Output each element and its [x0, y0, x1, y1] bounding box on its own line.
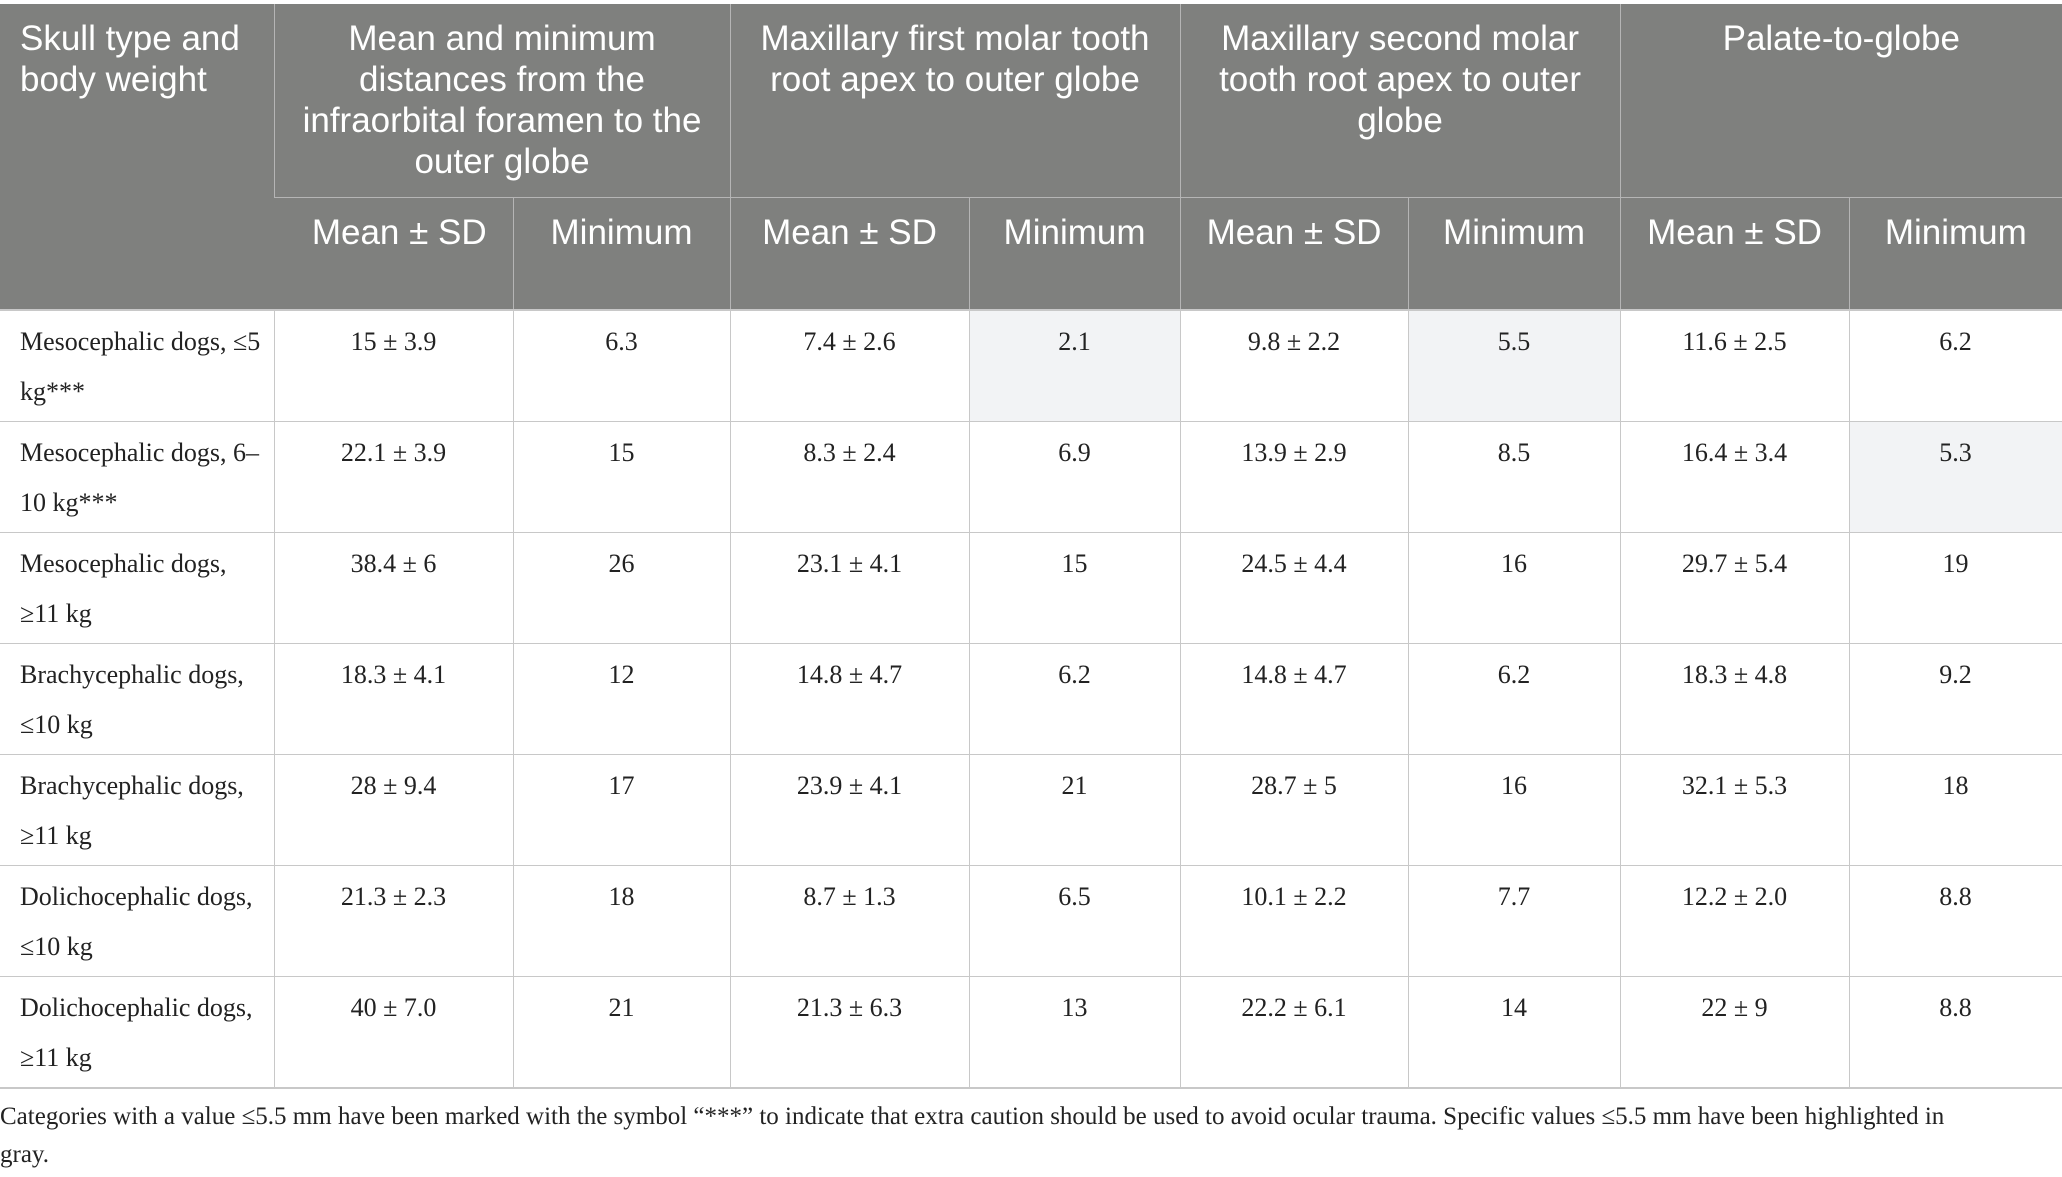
cell-minimum: 8.5 — [1407, 421, 1621, 533]
cell-minimum: 6.2 — [968, 643, 1181, 755]
cell-minimum: 5.5 — [1407, 309, 1621, 422]
header-palate: Palate-to-globe — [1619, 4, 2062, 198]
cell-mean-sd: 14.8 ± 4.7 — [729, 643, 970, 755]
subheader-minimum: Minimum — [512, 197, 731, 310]
cell-mean-sd: 22.2 ± 6.1 — [1179, 976, 1409, 1089]
subheader-mean-sd: Mean ± SD — [1179, 197, 1409, 310]
cell-mean-sd: 16.4 ± 3.4 — [1619, 421, 1850, 533]
data-table: Skull type and body weight Mean and mini… — [0, 4, 2062, 1089]
subheader-mean-sd: Mean ± SD — [1619, 197, 1850, 310]
cell-minimum: 17 — [512, 754, 731, 866]
row-label: Dolichocephalic dogs, ≤10 kg — [0, 865, 275, 977]
cell-minimum: 13 — [968, 976, 1181, 1089]
row-label: Mesocephalic dogs, ≤5 kg*** — [0, 309, 275, 422]
cell-minimum: 8.8 — [1848, 976, 2062, 1089]
cell-mean-sd: 10.1 ± 2.2 — [1179, 865, 1409, 977]
header-second-molar: Maxillary second molar tooth root apex t… — [1179, 4, 1621, 198]
cell-minimum: 6.9 — [968, 421, 1181, 533]
cell-minimum: 16 — [1407, 754, 1621, 866]
cell-minimum: 21 — [968, 754, 1181, 866]
cell-minimum: 5.3 — [1848, 421, 2062, 533]
footnote: Categories with a value ≤5.5 mm have bee… — [0, 1103, 1945, 1168]
cell-minimum: 26 — [512, 532, 731, 644]
cell-minimum: 14 — [1407, 976, 1621, 1089]
cell-minimum: 6.2 — [1848, 309, 2062, 422]
cell-mean-sd: 29.7 ± 5.4 — [1619, 532, 1850, 644]
cell-mean-sd: 13.9 ± 2.9 — [1179, 421, 1409, 533]
cell-minimum: 12 — [512, 643, 731, 755]
cell-minimum: 6.2 — [1407, 643, 1621, 755]
cell-minimum: 2.1 — [968, 309, 1181, 422]
subheader-minimum: Minimum — [1848, 197, 2062, 310]
subheader-minimum: Minimum — [968, 197, 1181, 310]
cell-mean-sd: 24.5 ± 4.4 — [1179, 532, 1409, 644]
cell-minimum: 6.5 — [968, 865, 1181, 977]
row-label: Mesocephalic dogs, 6–10 kg*** — [0, 421, 275, 533]
cell-mean-sd: 12.2 ± 2.0 — [1619, 865, 1850, 977]
row-label: Brachycephalic dogs, ≥11 kg — [0, 754, 275, 866]
cell-mean-sd: 28 ± 9.4 — [273, 754, 514, 866]
cell-minimum: 7.7 — [1407, 865, 1621, 977]
cell-mean-sd: 32.1 ± 5.3 — [1619, 754, 1850, 866]
cell-minimum: 16 — [1407, 532, 1621, 644]
row-label: Mesocephalic dogs, ≥11 kg — [0, 532, 275, 644]
cell-mean-sd: 38.4 ± 6 — [273, 532, 514, 644]
cell-minimum: 15 — [512, 421, 731, 533]
header-first-molar: Maxillary first molar tooth root apex to… — [729, 4, 1181, 198]
cell-mean-sd: 22 ± 9 — [1619, 976, 1850, 1089]
row-label: Brachycephalic dogs, ≤10 kg — [0, 643, 275, 755]
table-row: Brachycephalic dogs, ≤10 kg 18.3 ± 4.1 12 1… — [0, 643, 2062, 755]
cell-minimum: 15 — [968, 532, 1181, 644]
table-row: Brachycephalic dogs, ≥11 kg 28 ± 9.4 17 23.… — [0, 754, 2062, 866]
header-infraorbital: Mean and minimum distances from the infr… — [273, 4, 731, 198]
cell-mean-sd: 23.1 ± 4.1 — [729, 532, 970, 644]
cell-mean-sd: 15 ± 3.9 — [273, 309, 514, 422]
cell-mean-sd: 21.3 ± 2.3 — [273, 865, 514, 977]
cell-mean-sd: 23.9 ± 4.1 — [729, 754, 970, 866]
cell-mean-sd: 9.8 ± 2.2 — [1179, 309, 1409, 422]
subheader-mean-sd: Mean ± SD — [729, 197, 970, 310]
cell-minimum: 21 — [512, 976, 731, 1089]
cell-mean-sd: 22.1 ± 3.9 — [273, 421, 514, 533]
row-label: Dolichocephalic dogs, ≥11 kg — [0, 976, 275, 1089]
cell-mean-sd: 18.3 ± 4.1 — [273, 643, 514, 755]
cell-mean-sd: 28.7 ± 5 — [1179, 754, 1409, 866]
cell-minimum: 19 — [1848, 532, 2062, 644]
cell-mean-sd: 7.4 ± 2.6 — [729, 309, 970, 422]
table-row: Mesocephalic dogs, ≤5 kg*** 15 ± 3.9 6.3 7.… — [0, 309, 2062, 422]
table-row: Mesocephalic dogs, 6–10 kg*** 22.1 ± 3.9 1… — [0, 421, 2062, 533]
cell-minimum: 6.3 — [512, 309, 731, 422]
cell-minimum: 18 — [512, 865, 731, 977]
table-row: Dolichocephalic dogs, ≥11 kg 40 ± 7.0 21 21… — [0, 976, 2062, 1089]
cell-mean-sd: 40 ± 7.0 — [273, 976, 514, 1089]
cell-mean-sd: 14.8 ± 4.7 — [1179, 643, 1409, 755]
table-row: Mesocephalic dogs, ≥11 kg 38.4 ± 6 26 23.1 … — [0, 532, 2062, 644]
table-row: Dolichocephalic dogs, ≤10 kg 21.3 ± 2.3 18… — [0, 865, 2062, 977]
cell-minimum: 18 — [1848, 754, 2062, 866]
cell-mean-sd: 8.3 ± 2.4 — [729, 421, 970, 533]
subheader-mean-sd: Mean ± SD — [274, 197, 513, 310]
cell-mean-sd: 21.3 ± 6.3 — [729, 976, 970, 1089]
subheader-minimum: Minimum — [1407, 197, 1621, 310]
cell-mean-sd: 8.7 ± 1.3 — [729, 865, 970, 977]
cell-minimum: 9.2 — [1848, 643, 2062, 755]
header-skull-type: Skull type and body weight — [0, 4, 274, 310]
cell-mean-sd: 18.3 ± 4.8 — [1619, 643, 1850, 755]
cell-mean-sd: 11.6 ± 2.5 — [1619, 309, 1850, 422]
cell-minimum: 8.8 — [1848, 865, 2062, 977]
